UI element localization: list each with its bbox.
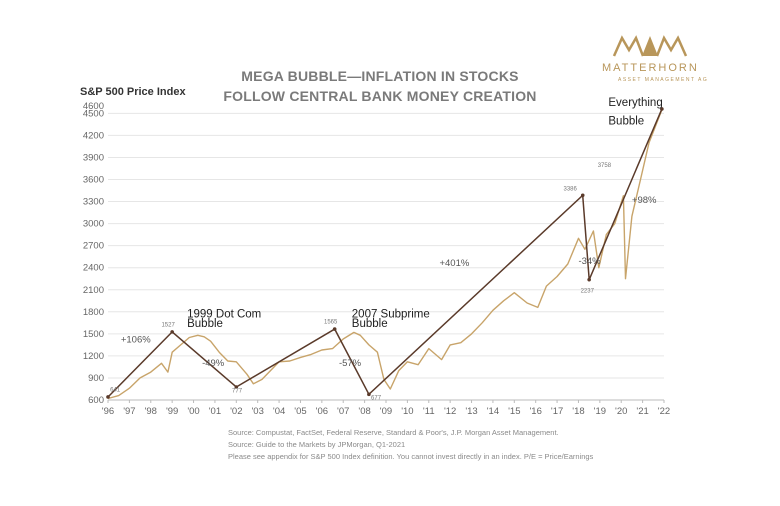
y-tick-1500: 1500 [83,329,104,340]
y-tick-4600: 4600 [83,101,104,112]
x-tick-10: '06 [316,406,328,417]
source-line-3: Please see appendix for S&P 500 Index de… [228,452,594,461]
x-tick-0: '96 [102,406,114,417]
trend-point-6 [587,277,591,282]
y-tick-2100: 2100 [83,285,104,296]
x-tick-13: '09 [380,406,392,417]
x-tick-2: '98 [145,406,157,417]
logo-name: MATTERHORN [602,62,699,74]
chart-title-line2: FOLLOW CENTRAL BANK MONEY CREATION [223,88,537,104]
x-tick-9: '05 [294,406,306,417]
y-tick-4500: 4500 [83,108,104,119]
y-tick-2400: 2400 [83,263,104,274]
matterhorn-logo-icon [612,35,688,57]
annotation-4: Everything [608,97,662,109]
x-tick-8: '04 [273,406,285,417]
annotation-15: 1565 [324,320,338,326]
y-tick-1200: 1200 [83,351,104,362]
x-tick-16: '12 [444,406,456,417]
y-axis-label: S&P 500 Price Index [80,86,186,98]
x-tick-19: '15 [508,406,520,417]
y-tick-900: 900 [88,373,104,384]
annotation-19: 2237 [581,289,595,295]
trend-point-2 [234,385,239,389]
y-tick-600: 600 [88,395,104,406]
y-tick-3300: 3300 [83,197,104,208]
x-tick-11: '07 [337,406,349,417]
x-tick-24: '20 [615,406,627,417]
x-tick-20: '16 [529,406,541,417]
x-tick-4: '00 [187,406,199,417]
y-tick-3000: 3000 [83,219,104,230]
trend-point-7 [660,107,664,111]
annotation-16: 677 [371,396,382,402]
trend-point-5 [580,193,585,198]
trend-lines [106,107,664,399]
price-series [107,109,663,400]
annotation-0: 1999 Dot Com [187,309,261,321]
annotation-2: 2007 Subprime [352,309,430,321]
trend-point-1 [170,330,174,334]
annotation-14: 777 [232,388,243,394]
trend-point-4 [367,392,371,397]
y-tick-1800: 1800 [83,307,104,318]
x-tick-12: '08 [358,406,370,417]
x-tick-7: '03 [251,406,263,417]
y-tick-4200: 4200 [83,130,104,141]
annotation-11: +98% [632,195,657,206]
x-tick-14: '10 [401,406,413,417]
annotation-17: 3386 [563,187,577,193]
annotation-13: 1527 [161,323,175,329]
trend-point-0 [106,395,110,399]
y-tick-3600: 3600 [83,175,104,186]
trend-point-3 [332,327,337,331]
annotation-6: +106% [121,335,151,346]
x-tick-23: '19 [594,406,606,417]
x-tick-3: '99 [166,406,178,417]
x-tick-6: '02 [230,406,242,417]
x-tick-labels: '96 '97 '98 '99 '00 '01 '02 '03 '04 '05 '06 '07 '08 '… [102,406,670,417]
annotation-12: 641 [110,388,121,394]
y-tick-labels: 600 900 1200 1500 1800 2100 2400 2700 3000 3300 36… [83,101,104,406]
annotation-3: Bubble [352,318,388,330]
x-tick-1: '97 [123,406,135,417]
logo-subtitle: ASSET MANAGEMENT AG [618,77,709,83]
x-tick-25: '21 [636,406,648,417]
trend-line-0 [107,108,663,398]
x-tick-21: '17 [551,406,563,417]
annotation-5: Bubble [608,115,644,127]
series-line-0 [107,109,663,400]
annotation-1: Bubble [187,318,223,330]
x-tick-26: '22 [658,406,670,417]
x-tick-17: '13 [465,406,477,417]
gridlines [107,112,665,403]
x-tick-5: '01 [209,406,221,417]
x-tick-22: '18 [572,406,584,417]
y-tick-2700: 2700 [83,241,104,252]
x-tick-18: '14 [487,406,499,417]
source-line-1: Source: Compustat, FactSet, Federal Rese… [228,428,559,437]
annotation-18: 3758 [598,163,612,169]
source-line-2: Source: Guide to the Markets by JPMorgan… [228,440,406,449]
chart-title-line1: MEGA BUBBLE—INFLATION IN STOCKS [241,68,519,84]
x-tick-15: '11 [423,406,435,417]
annotation-9: +401% [439,258,469,269]
annotation-8: -57% [339,358,362,369]
annotation-10: -34% [578,256,601,267]
y-tick-3900: 3900 [83,152,104,163]
annotation-7: -49% [202,358,225,369]
